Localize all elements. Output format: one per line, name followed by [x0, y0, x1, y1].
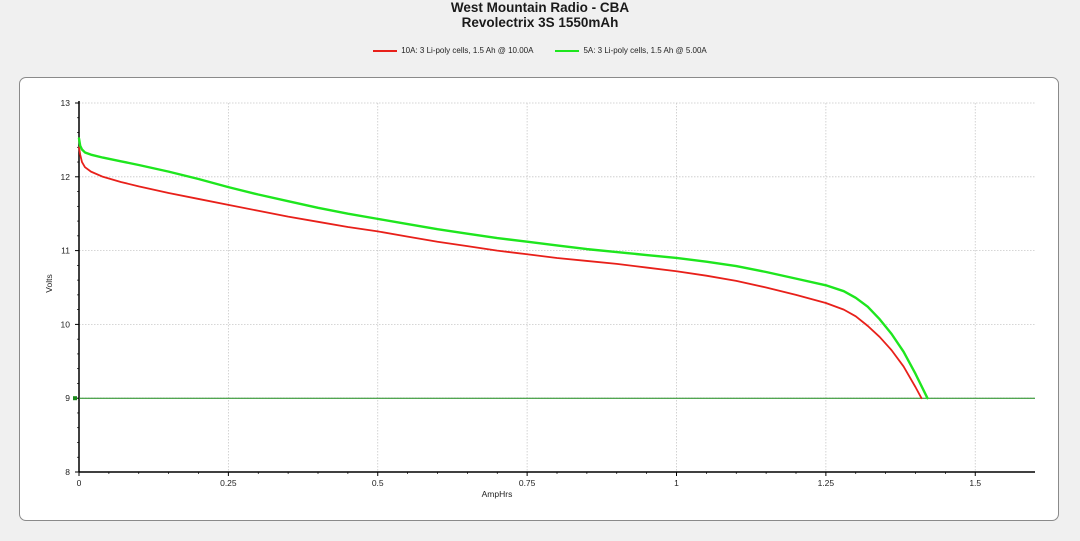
legend-swatch-10a	[373, 49, 398, 52]
legend-item-10a: 10A: 3 Li-poly cells, 1.5 Ah @ 10.00A	[373, 46, 533, 55]
plot-panel	[19, 77, 1059, 521]
chart-subtitle: Revolectrix 3S 1550mAh	[461, 15, 619, 30]
series-line-10a	[78, 146, 923, 400]
y-axis-title: Volts	[44, 274, 54, 292]
cutoff-marker	[73, 396, 77, 401]
series-line-5a	[77, 137, 929, 400]
y-tick-label: 9	[65, 393, 70, 403]
x-tick-label: 1	[674, 478, 679, 488]
y-tick-label: 13	[61, 98, 71, 108]
x-tick-label: 1.25	[818, 478, 835, 488]
legend-swatch-5a	[555, 49, 580, 52]
legend-label-10a: 10A: 3 Li-poly cells, 1.5 Ah @ 10.00A	[401, 46, 534, 55]
y-tick-label: 12	[61, 172, 71, 182]
y-tick-label: 10	[61, 319, 71, 329]
x-axis-title: AmpHrs	[482, 489, 513, 499]
x-tick-label: 1.5	[969, 478, 981, 488]
x-tick-label: 0.25	[220, 478, 237, 488]
chart-title-block: West Mountain Radio - CBA Revolectrix 3S…	[0, 0, 1080, 31]
legend-label-5a: 5A: 3 Li-poly cells, 1.5 Ah @ 5.00A	[583, 46, 707, 55]
legend-item-5a: 5A: 3 Li-poly cells, 1.5 Ah @ 5.00A	[555, 46, 707, 55]
chart-title: West Mountain Radio - CBA	[450, 0, 630, 15]
y-tick-label: 8	[65, 467, 70, 477]
y-tick-label: 11	[61, 246, 70, 256]
x-tick-label: 0.5	[372, 478, 384, 488]
x-tick-label: 0.75	[519, 478, 536, 488]
x-tick-label: 0	[77, 478, 82, 488]
legend: 10A: 3 Li-poly cells, 1.5 Ah @ 10.00A 5A…	[0, 46, 1080, 55]
